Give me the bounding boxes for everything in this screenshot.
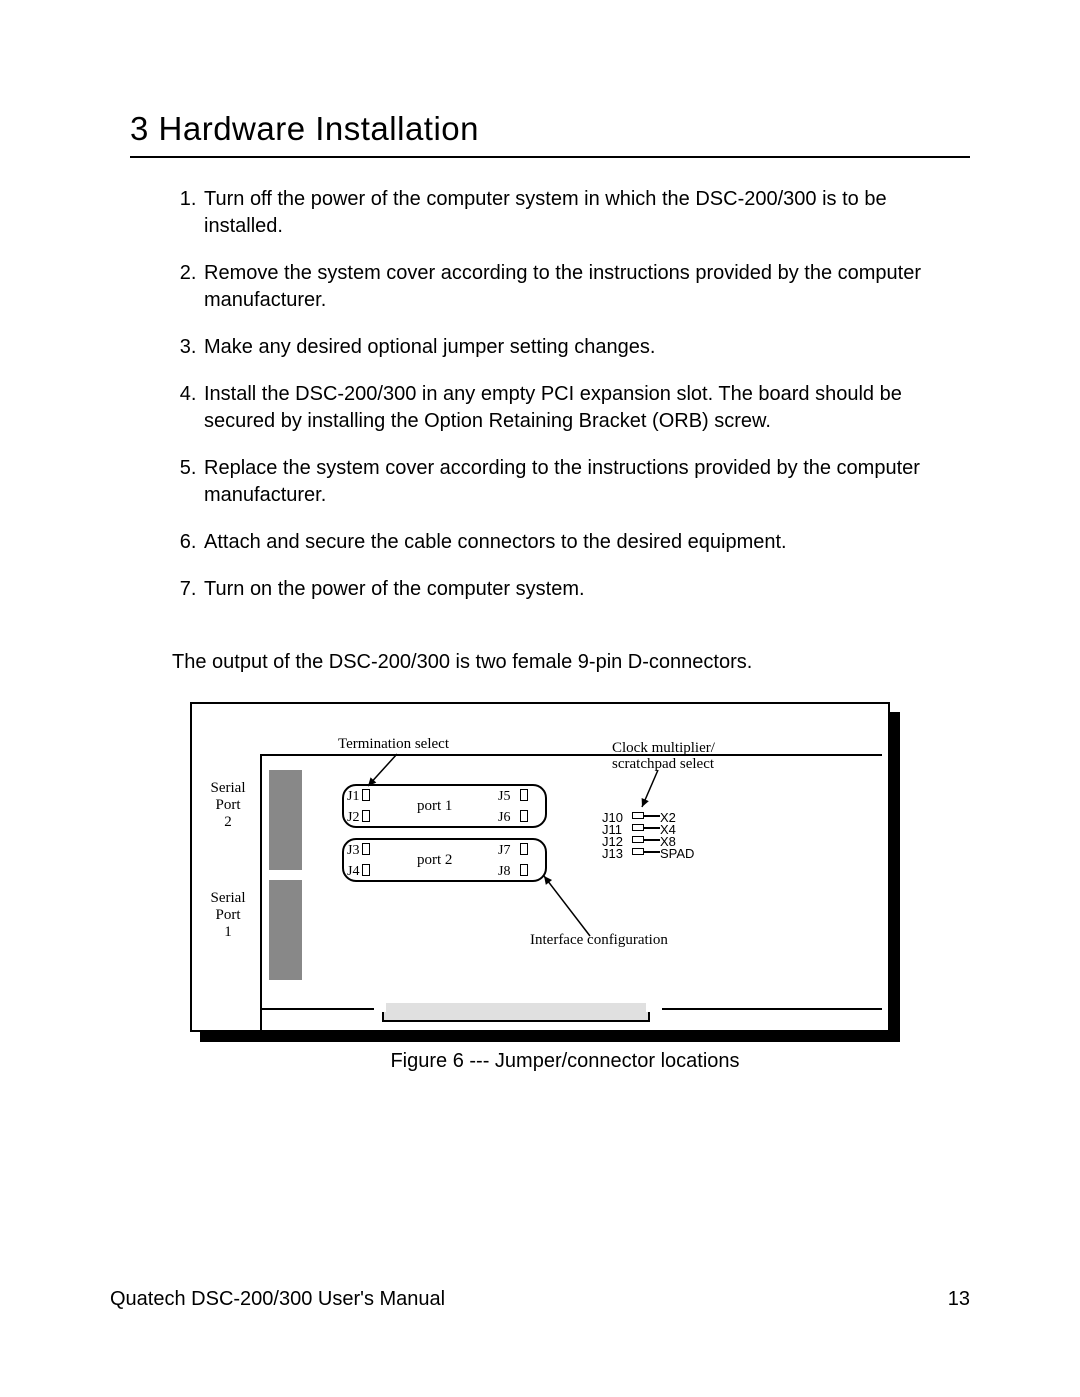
board-diagram: SerialPort2SerialPort1Termination select… — [190, 702, 890, 1032]
step-2: Remove the system cover according to the… — [202, 260, 970, 314]
output-note: The output of the DSC-200/300 is two fem… — [172, 651, 970, 674]
clock-jumper-line-J12 — [644, 839, 660, 841]
jumper-label-J5: J5 — [498, 789, 510, 805]
clock-jumper-line-J13 — [644, 851, 660, 853]
iface-arrow — [534, 866, 600, 946]
serial-port-block-1 — [269, 770, 302, 870]
clock-arrow — [632, 760, 668, 817]
port-label-2: port 2 — [417, 852, 452, 869]
serial-port-label-2: SerialPort1 — [204, 890, 252, 941]
jumper-rect-J2 — [362, 810, 370, 822]
edge-connector — [386, 1003, 646, 1019]
figure-caption: Figure 6 --- Jumper/connector locations — [160, 1050, 970, 1073]
jumper-label-J7: J7 — [498, 843, 510, 859]
step-1: Turn off the power of the computer syste… — [202, 186, 970, 240]
jumper-rect-J7 — [520, 843, 528, 855]
footer-page-number: 13 — [948, 1288, 970, 1311]
section-title: 3 Hardware Installation — [130, 110, 970, 148]
serial-port-label-1: SerialPort2 — [204, 780, 252, 831]
step-6: Attach and secure the cable connectors t… — [202, 529, 970, 556]
jumper-label-J8: J8 — [498, 864, 510, 880]
footer-manual-title: Quatech DSC-200/300 User's Manual — [110, 1288, 445, 1311]
jumper-rect-J8 — [520, 864, 528, 876]
jumper-label-J6: J6 — [498, 810, 510, 826]
jumper-label-J4: J4 — [347, 864, 359, 880]
jumper-label-J2: J2 — [347, 810, 359, 826]
jumper-rect-J4 — [362, 864, 370, 876]
serial-port-block-2 — [269, 880, 302, 980]
jumper-label-J3: J3 — [347, 843, 359, 859]
step-3: Make any desired optional jumper setting… — [202, 334, 970, 361]
clock-jumper-value-J13: SPAD — [660, 846, 694, 861]
clock-jumper-label-J13: J13 — [602, 846, 623, 861]
figure-6: SerialPort2SerialPort1Termination select… — [190, 702, 970, 1073]
clock-jumper-rect-J11 — [632, 824, 644, 831]
jumper-rect-J3 — [362, 843, 370, 855]
installation-steps: Turn off the power of the computer syste… — [130, 186, 970, 603]
port-label-1: port 1 — [417, 798, 452, 815]
term-arrow — [358, 744, 407, 796]
clock-jumper-rect-J13 — [632, 848, 644, 855]
step-7: Turn on the power of the computer system… — [202, 576, 970, 603]
step-5: Replace the system cover according to th… — [202, 455, 970, 509]
clock-jumper-line-J11 — [644, 827, 660, 829]
jumper-rect-J5 — [520, 789, 528, 801]
clock-jumper-rect-J12 — [632, 836, 644, 843]
page-footer: Quatech DSC-200/300 User's Manual 13 — [110, 1288, 970, 1311]
bracket-line — [260, 1008, 262, 1032]
jumper-rect-J6 — [520, 810, 528, 822]
section-divider — [130, 156, 970, 158]
step-4: Install the DSC-200/300 in any empty PCI… — [202, 381, 970, 435]
